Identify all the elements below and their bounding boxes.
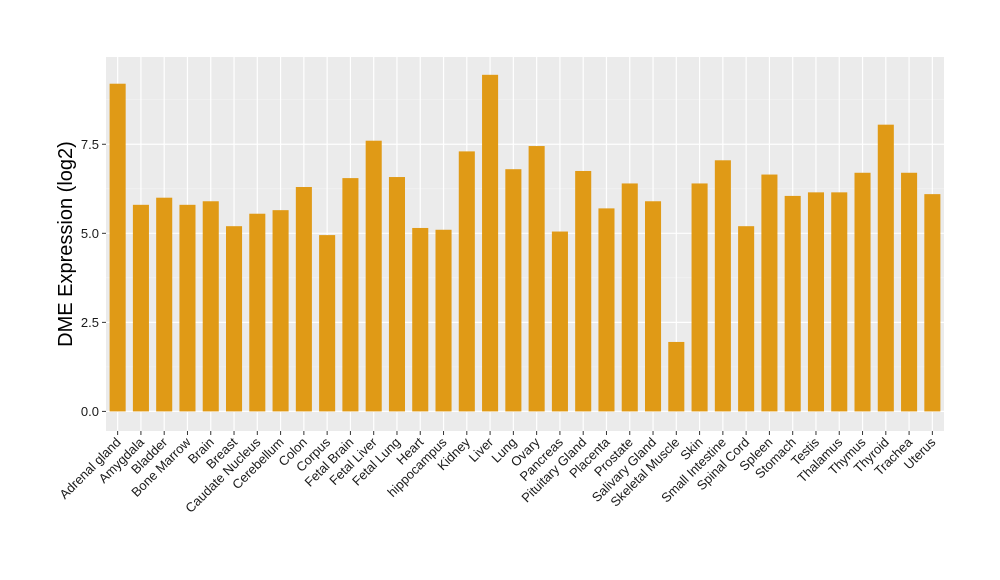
y-axis-title: DME Expression (log2) [55,141,77,347]
bar [761,174,778,412]
bar [109,83,126,412]
bar [458,151,475,412]
plot-panel [106,57,944,431]
bar [319,235,336,412]
bar [738,226,755,412]
bar [644,201,662,412]
y-tick-label: 5.0 [81,226,99,241]
bar [924,194,941,412]
bar [668,341,685,412]
bar [807,192,825,412]
bar [342,178,359,412]
bar [156,197,173,412]
bar [551,231,568,412]
bar [412,227,429,412]
bar [272,210,289,412]
bar [691,183,708,412]
bar [482,74,499,412]
bars [109,74,941,412]
bar [831,192,848,412]
bar [714,160,731,412]
y-axis: 0.0 2.5 5.0 7.5 [81,137,106,419]
bar [784,195,801,412]
bar [575,170,592,412]
bar [435,229,452,412]
bar [365,140,382,412]
bar [598,208,615,412]
bar [179,204,196,412]
bar [528,146,545,412]
y-tick-label: 2.5 [81,315,99,330]
bar [901,172,918,412]
bar [621,183,638,412]
bar [202,201,219,412]
bar [854,172,871,412]
bar [877,124,894,412]
bar [388,177,406,412]
bar [132,204,149,412]
bar [249,213,266,412]
y-tick-label: 0.0 [81,404,99,419]
x-tick-label: Liver [466,434,497,465]
bar [295,187,312,412]
y-tick-label: 7.5 [81,137,99,152]
bar [505,169,522,412]
bar [225,226,243,412]
